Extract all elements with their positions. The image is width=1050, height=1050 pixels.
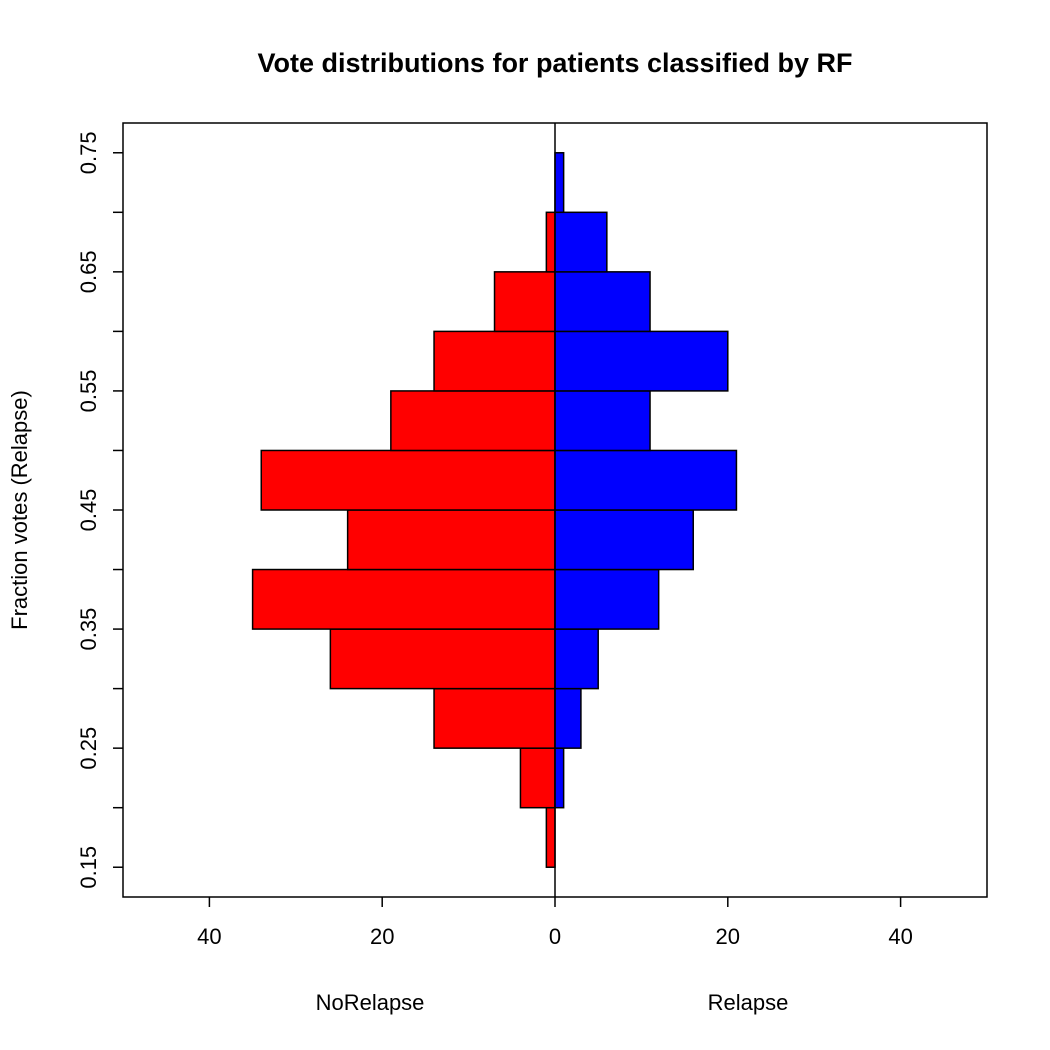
bar-relapse-8 <box>554 271 651 333</box>
bar-relapse-1 <box>554 687 582 749</box>
x-tick-label: 40 <box>888 924 912 949</box>
x-axis: 40 20 0 20 40 <box>197 897 913 949</box>
bar-relapse-2 <box>554 628 599 690</box>
x-tick-label: 20 <box>370 924 394 949</box>
y-tick-label: 0.45 <box>76 489 101 532</box>
bar-relapse-3 <box>554 568 660 630</box>
x-tick-label: 20 <box>716 924 740 949</box>
bar-norelapse-3 <box>329 628 556 690</box>
bar-norelapse-4 <box>251 568 556 630</box>
y-tick-label: 0.55 <box>76 370 101 413</box>
y-tick-label: 0.75 <box>76 131 101 174</box>
bar-relapse-7 <box>554 330 729 392</box>
bar-relapse-9 <box>554 211 608 273</box>
bar-norelapse-8 <box>433 330 556 392</box>
bar-norelapse-0 <box>545 806 556 868</box>
y-tick-label: 0.35 <box>76 608 101 651</box>
bar-norelapse-10 <box>545 211 556 273</box>
y-axis-label: Fraction votes (Relapse) <box>7 390 32 630</box>
y-tick-label: 0.25 <box>76 727 101 770</box>
bar-relapse-6 <box>554 390 651 452</box>
bar-norelapse-2 <box>433 687 556 749</box>
bar-relapse-10 <box>554 152 565 214</box>
bar-relapse-4 <box>554 509 694 571</box>
bar-relapse-5 <box>554 449 738 511</box>
y-axis: 0.15 0.25 0.35 0.45 0.55 0.65 0.75 <box>76 131 123 889</box>
x-tick-label: 0 <box>549 924 561 949</box>
y-tick-label: 0.65 <box>76 250 101 293</box>
left-group-label: NoRelapse <box>316 990 425 1015</box>
bar-norelapse-1 <box>519 747 556 809</box>
y-tick-label: 0.15 <box>76 846 101 889</box>
bar-relapse-0 <box>554 747 565 809</box>
bar-norelapse-6 <box>260 449 556 511</box>
bars-group <box>251 152 738 868</box>
x-tick-label: 40 <box>197 924 221 949</box>
right-group-label: Relapse <box>708 990 789 1015</box>
bar-norelapse-9 <box>493 271 556 333</box>
bar-norelapse-7 <box>390 390 556 452</box>
bar-norelapse-5 <box>346 509 556 571</box>
chart-title: Vote distributions for patients classifi… <box>257 48 852 78</box>
